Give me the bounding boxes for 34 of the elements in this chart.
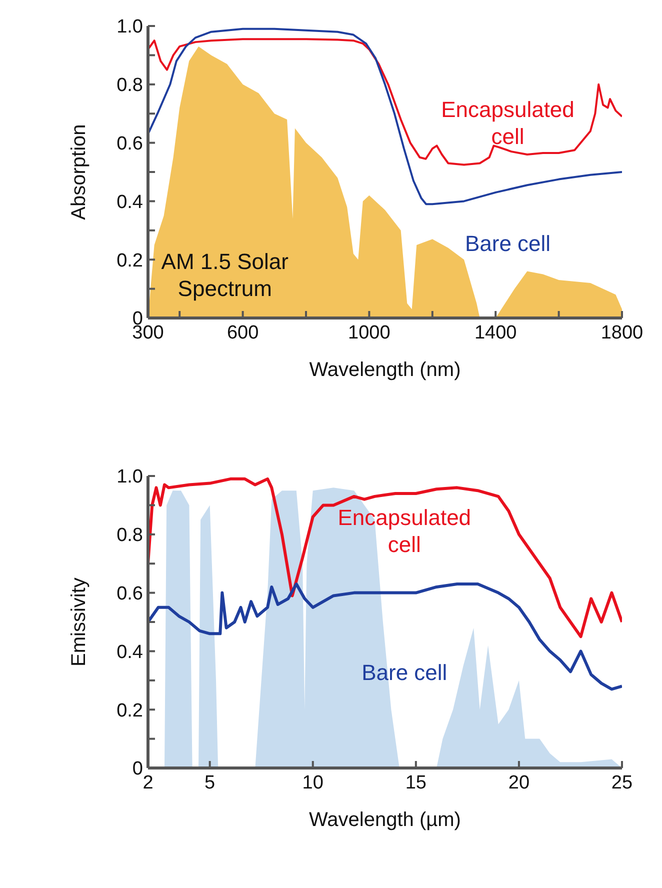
y-tick-label: 0.8 <box>116 75 143 96</box>
y-tick-label: 0.6 <box>116 134 143 155</box>
x-tick-label: 15 <box>405 772 426 794</box>
y-tick-label: 0.4 <box>116 192 144 213</box>
y-tick-label: 0.2 <box>116 250 143 272</box>
y-axis-title: Emissivity <box>68 578 90 666</box>
x-axis-title: Wavelength (nm) <box>309 359 461 381</box>
x-tick-label: 5 <box>204 772 216 794</box>
line-series <box>148 477 622 638</box>
y-tick-label: 1.0 <box>116 16 143 38</box>
x-tick-label: 10 <box>302 772 324 794</box>
x-tick-label: 1000 <box>348 322 390 344</box>
line-series <box>148 28 622 206</box>
x-tick-label: 1800 <box>600 322 644 344</box>
y-tick-label: 0.2 <box>116 700 143 722</box>
x-tick-label: 600 <box>226 322 259 344</box>
series-label: Encapsulated cell <box>440 96 576 150</box>
y-tick-label: 0 <box>132 758 143 780</box>
x-tick-label: 20 <box>508 772 530 794</box>
y-tick-label: 0.6 <box>116 584 143 605</box>
series-label: Encapsulated cell <box>336 504 472 558</box>
x-axis-title: Wavelength (µm) <box>309 809 461 831</box>
series-label: AM 1.5 Solar Spectrum <box>161 248 288 301</box>
x-tick-label: 1400 <box>474 322 517 344</box>
series-label: Bare cell <box>464 230 552 258</box>
x-tick-label: 2 <box>142 772 154 794</box>
line-series <box>148 582 622 691</box>
y-tick-label: 0.4 <box>116 642 144 663</box>
y-axis-title: Absorption <box>68 124 90 220</box>
y-tick-label: 1.0 <box>116 466 143 488</box>
x-tick-label: 25 <box>611 772 633 794</box>
text: Bare cell <box>360 659 448 686</box>
line-series <box>148 38 622 166</box>
y-tick-label: 0.8 <box>116 525 143 546</box>
